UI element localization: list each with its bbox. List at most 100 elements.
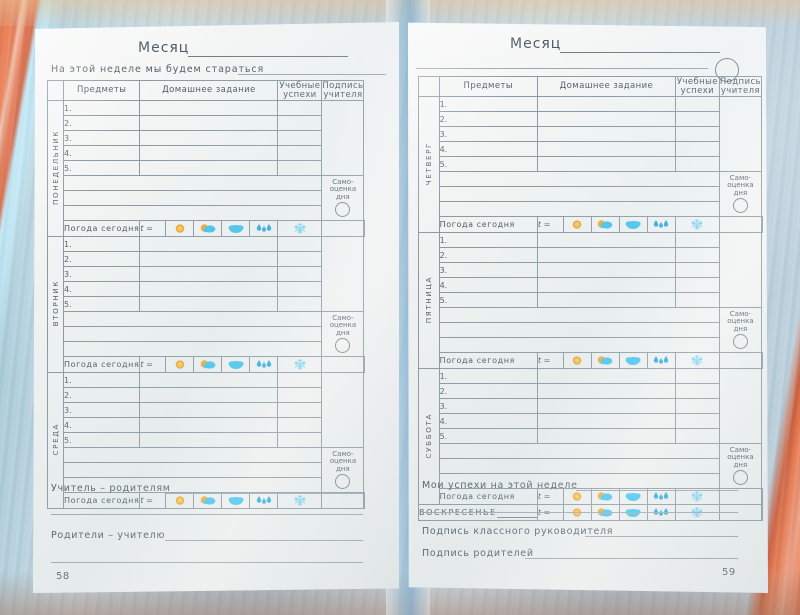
- cloud-icon[interactable]: [618, 216, 648, 233]
- progress-cell[interactable]: [674, 292, 720, 308]
- table-row[interactable]: ПОНЕДЕЛЬНИК 1.: [47, 100, 365, 237]
- weather-row[interactable]: Погода сегодня t =: [48, 492, 366, 509]
- table-row[interactable]: 4.: [48, 417, 365, 433]
- notes-cell[interactable]: [62, 447, 323, 463]
- parents-line-1[interactable]: [165, 540, 363, 541]
- homework-cell[interactable]: [139, 236, 279, 252]
- table-row[interactable]: 4.: [48, 281, 365, 297]
- homework-cell[interactable]: [536, 398, 676, 414]
- weather-row[interactable]: Погода сегодня t =: [48, 220, 366, 237]
- weather-row[interactable]: Погода сегодня t =: [48, 356, 366, 373]
- table-row[interactable]: [48, 462, 365, 478]
- rain-icon[interactable]: [249, 492, 279, 509]
- table-row[interactable]: 4.: [419, 413, 763, 429]
- teacher-line-1[interactable]: [165, 493, 363, 494]
- notes-cell[interactable]: [62, 175, 323, 191]
- table-row[interactable]: [419, 186, 763, 202]
- homework-cell[interactable]: [536, 262, 676, 278]
- self-assessment-circle[interactable]: [335, 338, 351, 354]
- teacher-signature-cell[interactable]: [718, 368, 762, 444]
- table-row[interactable]: [48, 326, 365, 342]
- table-row[interactable]: 5.: [48, 160, 365, 176]
- lesson-number[interactable]: 4.: [62, 281, 141, 297]
- rain-icon[interactable]: [646, 352, 676, 369]
- progress-line-1[interactable]: [576, 490, 738, 491]
- table-row[interactable]: [48, 341, 365, 357]
- notes-cell[interactable]: [438, 458, 720, 474]
- progress-cell[interactable]: [674, 232, 720, 248]
- cloud-icon[interactable]: [221, 356, 251, 373]
- homework-cell[interactable]: [139, 432, 279, 448]
- progress-cell[interactable]: [674, 413, 720, 429]
- self-assessment-circle[interactable]: [335, 202, 351, 218]
- progress-cell[interactable]: [277, 145, 323, 161]
- notes-cell[interactable]: [438, 201, 720, 217]
- teacher-signature-cell[interactable]: [321, 100, 365, 176]
- lesson-number[interactable]: 4.: [438, 141, 538, 157]
- table-row[interactable]: 5.: [419, 428, 763, 444]
- homework-cell[interactable]: [536, 126, 676, 142]
- lesson-number[interactable]: 2.: [62, 387, 141, 403]
- lesson-number[interactable]: 2.: [438, 111, 538, 127]
- teacher-signature-cell[interactable]: [321, 372, 365, 448]
- table-row[interactable]: Само-оценка дня: [48, 447, 365, 493]
- sun-icon[interactable]: [165, 492, 195, 509]
- parents-line-2[interactable]: [51, 562, 363, 563]
- homework-cell[interactable]: [536, 428, 676, 444]
- notes-cell[interactable]: [62, 462, 323, 478]
- lesson-number[interactable]: 4.: [438, 413, 538, 429]
- lesson-number[interactable]: 1.: [438, 96, 538, 112]
- table-row[interactable]: 3.: [419, 398, 763, 414]
- sun-cloud-icon[interactable]: [193, 356, 223, 373]
- lesson-number[interactable]: 2.: [62, 251, 141, 267]
- sun-icon[interactable]: [165, 220, 195, 237]
- table-row[interactable]: [48, 190, 365, 206]
- table-row[interactable]: СРЕДА 1.: [47, 372, 365, 509]
- rain-icon[interactable]: [249, 356, 279, 373]
- week-goal-write-line[interactable]: [238, 74, 386, 75]
- sun-cloud-icon[interactable]: [193, 220, 223, 237]
- progress-cell[interactable]: [277, 130, 323, 146]
- snow-icon[interactable]: [674, 352, 720, 369]
- progress-cell[interactable]: [277, 100, 323, 116]
- table-row[interactable]: 5.: [419, 156, 763, 172]
- homework-cell[interactable]: [139, 281, 279, 297]
- teacher-line-2[interactable]: [51, 514, 363, 515]
- table-row[interactable]: [419, 337, 763, 353]
- lesson-number[interactable]: 1.: [438, 368, 538, 384]
- lesson-number[interactable]: 2.: [62, 115, 141, 131]
- progress-cell[interactable]: [674, 368, 720, 384]
- table-row[interactable]: 3.: [48, 266, 365, 282]
- teacher-signature-cell[interactable]: [718, 232, 762, 308]
- sun-cloud-icon[interactable]: [590, 352, 620, 369]
- lesson-number[interactable]: 5.: [438, 428, 538, 444]
- teacher-signature-cell[interactable]: [718, 96, 762, 172]
- table-row[interactable]: 2.: [419, 111, 763, 127]
- lesson-number[interactable]: 4.: [62, 145, 141, 161]
- homework-cell[interactable]: [139, 402, 279, 418]
- table-row[interactable]: 3.: [419, 262, 763, 278]
- lesson-number[interactable]: 3.: [62, 402, 141, 418]
- lesson-number[interactable]: 3.: [438, 398, 538, 414]
- notes-cell[interactable]: [62, 326, 323, 342]
- temperature-field[interactable]: t =: [536, 216, 564, 233]
- month-write-line-right[interactable]: [560, 52, 720, 53]
- temperature-field[interactable]: t =: [139, 492, 167, 509]
- table-row[interactable]: Само-оценка дня: [48, 311, 365, 357]
- self-assessment-cell[interactable]: Само-оценка дня: [321, 175, 365, 221]
- notes-cell[interactable]: [438, 337, 720, 353]
- progress-cell[interactable]: [277, 236, 323, 252]
- progress-cell[interactable]: [277, 417, 323, 433]
- table-row[interactable]: 5.: [419, 292, 763, 308]
- table-row[interactable]: Само-оценка дня: [419, 171, 763, 217]
- notes-cell[interactable]: [62, 311, 323, 327]
- notes-cell[interactable]: [438, 186, 720, 202]
- notes-cell[interactable]: [438, 443, 720, 459]
- self-assessment-circle[interactable]: [335, 474, 351, 490]
- lesson-number[interactable]: 1.: [438, 232, 538, 248]
- table-row[interactable]: Само-оценка дня: [419, 443, 763, 489]
- temperature-field[interactable]: t =: [139, 356, 167, 373]
- table-row[interactable]: Само-оценка дня: [48, 175, 365, 221]
- weather-row[interactable]: Погода сегодня t =: [419, 352, 763, 369]
- sun-cloud-icon[interactable]: [590, 488, 620, 505]
